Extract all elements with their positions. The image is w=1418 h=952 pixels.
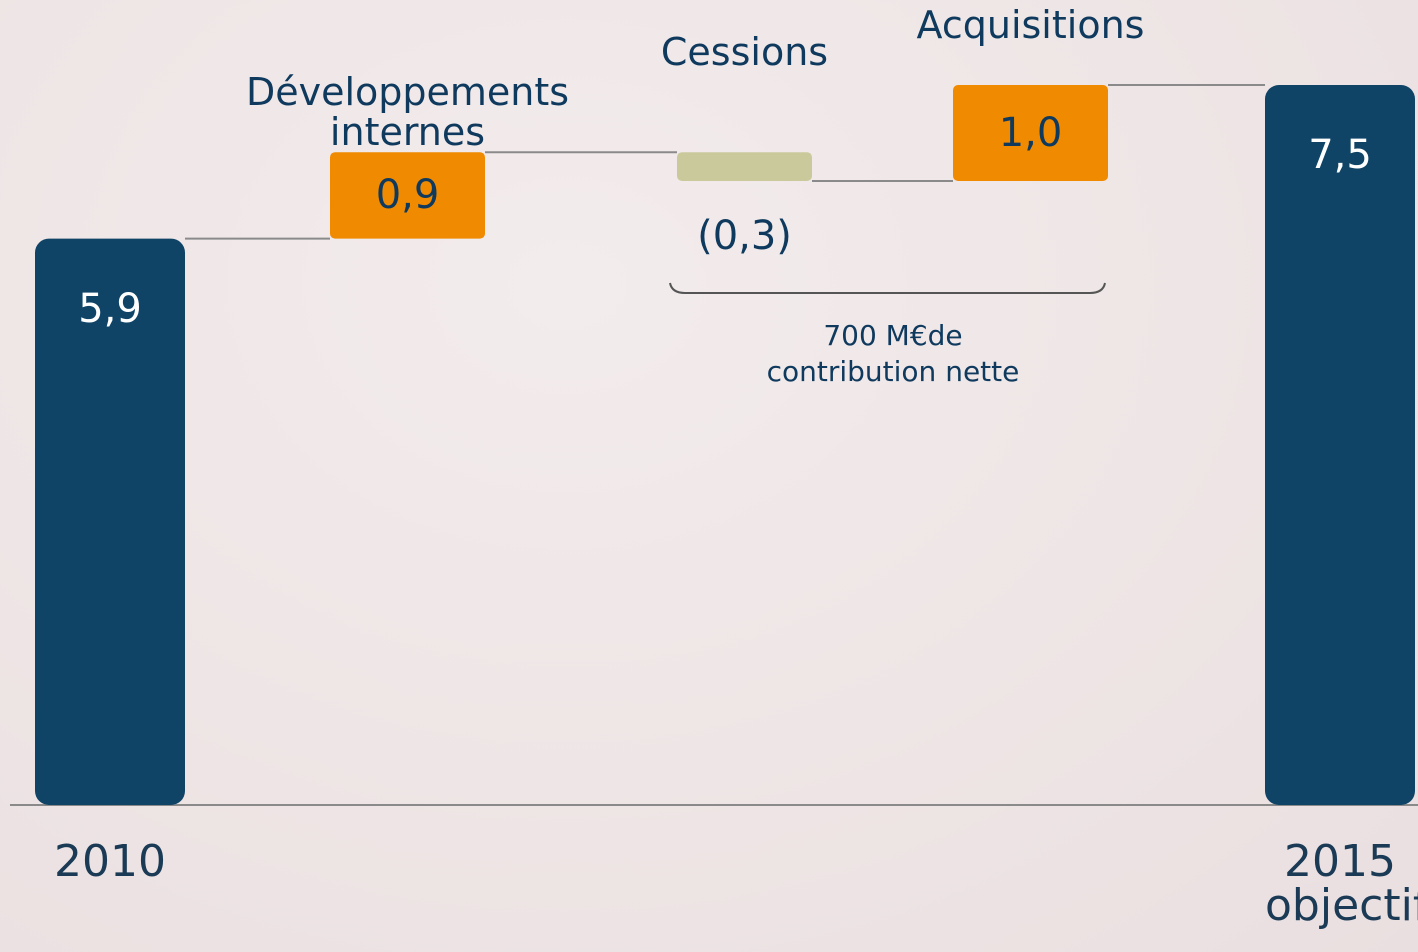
brace	[669, 282, 1106, 294]
category-label: 2015 objectif	[1265, 836, 1418, 931]
value-label: (0,3)	[697, 213, 792, 259]
bar	[953, 85, 1108, 181]
category-label: Cessions	[660, 30, 829, 75]
annotation: 700 M€de contribution nette	[766, 319, 1020, 388]
bar	[35, 238, 185, 806]
category-label: Acquisitions	[916, 3, 1145, 47]
value-label: 5,9	[78, 285, 142, 332]
value-label: 7,5	[1308, 132, 1372, 178]
value-label: 1,0	[998, 110, 1063, 156]
bar	[330, 152, 485, 239]
category-label: Développements internes	[245, 70, 570, 155]
bar	[1265, 85, 1415, 805]
value-label: 0,9	[375, 172, 440, 219]
category-label: 2010	[54, 836, 166, 887]
bar	[677, 152, 812, 181]
